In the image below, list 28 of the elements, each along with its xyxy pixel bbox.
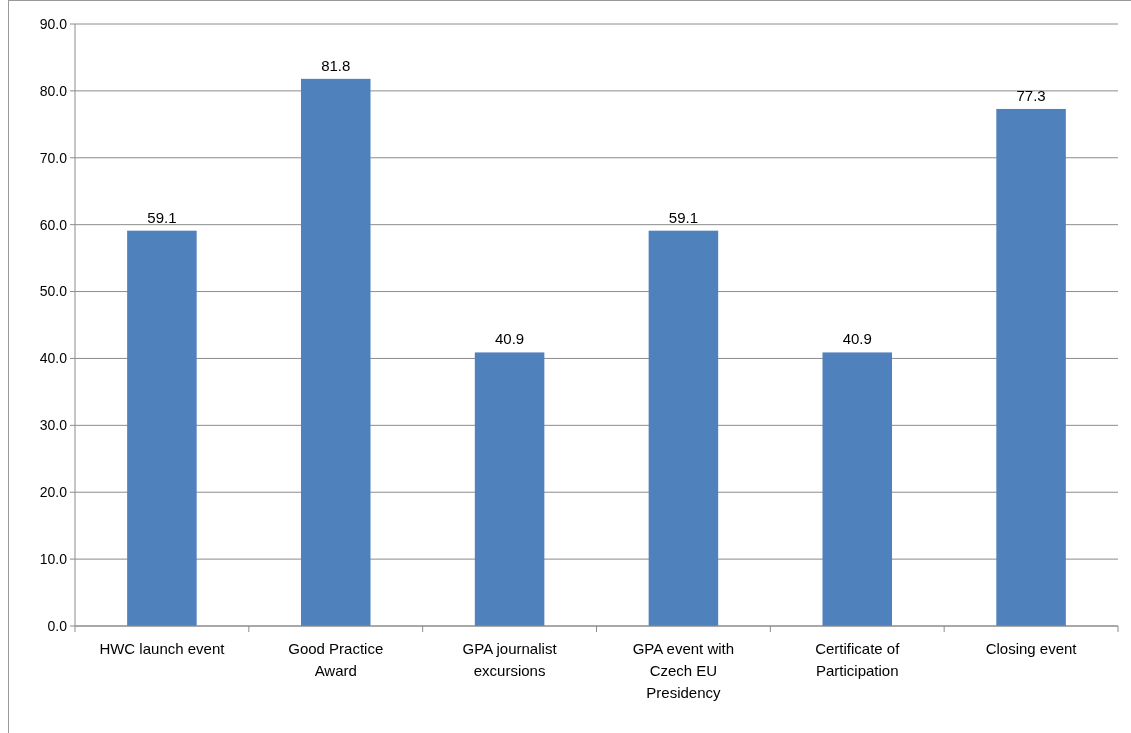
data-label: 77.3	[1016, 86, 1046, 104]
y-tick-label: 90.0	[39, 15, 68, 32]
y-tick-label: 10.0	[39, 551, 68, 568]
x-tick-label: Certificate of Participation	[815, 640, 901, 679]
y-tick-label: 40.0	[39, 350, 68, 367]
y-tick-label: 70.0	[39, 149, 68, 166]
x-tick-label: GPA event with Czech EU Presidency	[632, 640, 735, 701]
bar	[127, 230, 197, 626]
bar	[996, 108, 1066, 626]
y-tick-label: 0.0	[47, 617, 68, 634]
bar	[822, 352, 893, 626]
y-tick-label: 50.0	[39, 283, 68, 300]
bar	[474, 352, 545, 626]
y-tick-label: 20.0	[39, 484, 68, 501]
data-label: 40.9	[842, 330, 872, 348]
y-tick-label: 80.0	[39, 82, 68, 99]
x-tick-label: Good Practice Award	[288, 640, 384, 679]
data-label: 59.1	[668, 208, 699, 226]
bar	[648, 230, 719, 626]
data-label: 59.1	[147, 208, 177, 226]
x-tick-label: GPA journalist excursions	[462, 640, 558, 679]
data-label: 40.9	[494, 330, 525, 348]
y-tick-label: 30.0	[39, 417, 68, 434]
x-tick-label: HWC launch event	[99, 640, 226, 657]
bar	[300, 78, 371, 626]
x-tick-label: Closing event	[985, 640, 1078, 657]
y-tick-label: 60.0	[39, 216, 68, 233]
data-label: 81.8	[321, 56, 351, 74]
